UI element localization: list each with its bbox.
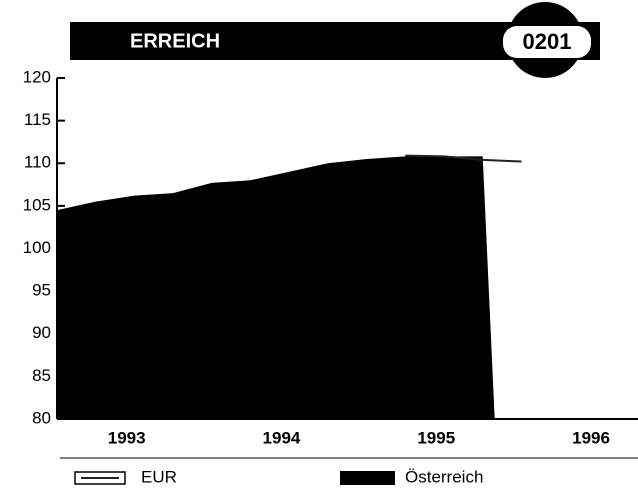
legend-swatch	[340, 471, 395, 485]
y-tick-label: 105	[23, 195, 51, 214]
y-tick-label: 85	[32, 366, 51, 385]
badge-bg	[503, 26, 591, 58]
y-tick-label: 100	[23, 238, 51, 257]
y-tick-label: 90	[32, 323, 51, 342]
x-tick-label: 1993	[108, 428, 146, 447]
y-tick-label: 110	[24, 153, 51, 172]
legend-label: Österreich	[405, 467, 483, 486]
legend-label: EUR	[141, 467, 177, 486]
y-tick-label: 120	[23, 67, 51, 86]
x-tick-label: 1995	[417, 428, 455, 447]
badge: 0201	[523, 29, 572, 54]
y-tick-label: 80	[32, 408, 51, 427]
y-tick-label: 95	[32, 281, 51, 300]
chart-title: ERREICH	[130, 30, 220, 52]
x-tick-label: 1994	[263, 428, 301, 447]
y-tick-label: 115	[24, 110, 51, 129]
area	[57, 156, 495, 419]
x-tick-label: 1996	[572, 428, 610, 447]
line	[405, 154, 522, 163]
